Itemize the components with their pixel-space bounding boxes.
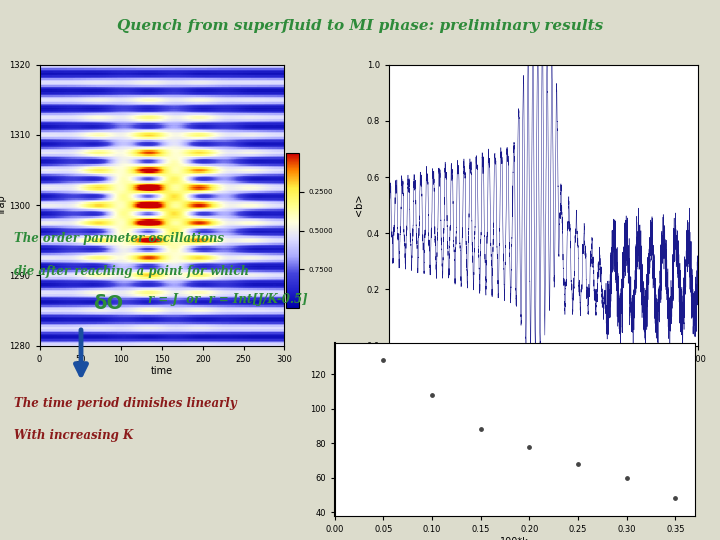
Text: δO: δO [94, 294, 124, 313]
Text: With increasing K: With increasing K [14, 429, 134, 442]
X-axis label: time: time [151, 367, 173, 376]
Point [621, 474, 632, 482]
Text: The order parmeter oscillations: The order parmeter oscillations [14, 232, 225, 245]
Point [572, 460, 584, 468]
X-axis label: 100*k: 100*k [500, 537, 529, 540]
Point [378, 356, 390, 364]
Y-axis label: <b>: <b> [354, 194, 364, 217]
X-axis label: t: t [541, 367, 546, 376]
Text: r = J  or  r = Int[J/K-0.5]: r = J or r = Int[J/K-0.5] [148, 293, 307, 306]
Point [426, 390, 438, 399]
Text: The time period dimishes linearly: The time period dimishes linearly [14, 397, 237, 410]
Text: Quench from superfluid to MI phase: preliminary results: Quench from superfluid to MI phase: prel… [117, 19, 603, 33]
Point [475, 425, 487, 434]
Point [523, 442, 535, 451]
Text: die after reaching a point for which: die after reaching a point for which [14, 265, 249, 278]
Point [670, 494, 681, 503]
Y-axis label: Trap: Trap [0, 195, 6, 215]
